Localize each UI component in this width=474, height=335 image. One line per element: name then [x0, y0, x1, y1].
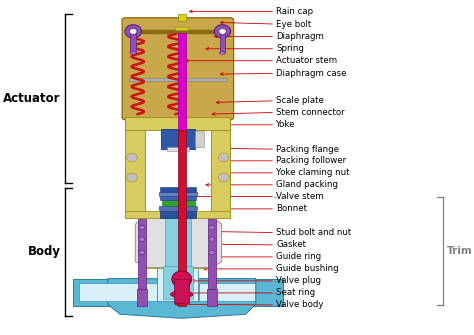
Polygon shape [135, 217, 222, 268]
Text: Eye bolt: Eye bolt [276, 19, 311, 28]
Text: Rain cap: Rain cap [276, 7, 313, 16]
Bar [144, 262, 212, 268]
Polygon shape [108, 279, 256, 318]
Ellipse shape [138, 289, 146, 292]
Ellipse shape [208, 216, 216, 219]
Bar [207, 289, 217, 306]
Bar [160, 211, 196, 218]
Ellipse shape [138, 216, 146, 219]
Text: Stem connector: Stem connector [276, 108, 345, 117]
Bar [159, 206, 197, 210]
Bar [195, 131, 204, 147]
Text: Guide bushing: Guide bushing [276, 264, 339, 273]
Text: Valve body: Valve body [276, 300, 324, 310]
Ellipse shape [219, 52, 226, 54]
Text: Gasket: Gasket [276, 241, 306, 249]
Circle shape [209, 225, 215, 230]
Circle shape [127, 173, 137, 182]
Circle shape [129, 28, 137, 35]
Ellipse shape [171, 291, 193, 297]
Circle shape [125, 25, 141, 38]
Bar [219, 31, 225, 52]
Bar [160, 196, 196, 200]
Bar [161, 129, 195, 149]
Bar [162, 200, 194, 206]
Bar [165, 217, 191, 268]
Text: Valve plug: Valve plug [276, 276, 321, 285]
Ellipse shape [208, 289, 216, 292]
Bar [126, 120, 145, 218]
Bar [137, 289, 147, 306]
Circle shape [139, 237, 145, 242]
Bar [174, 279, 189, 303]
Text: Trim: Trim [447, 246, 473, 256]
Bar [130, 31, 136, 52]
Circle shape [219, 153, 229, 162]
Text: Seat ring: Seat ring [276, 288, 316, 297]
Text: Actuator stem: Actuator stem [276, 56, 337, 65]
Circle shape [209, 237, 215, 242]
Bar [126, 211, 230, 218]
Bar [159, 192, 197, 196]
Text: Diaphragm: Diaphragm [276, 32, 324, 41]
Text: Guide ring: Guide ring [276, 252, 321, 261]
Circle shape [219, 173, 229, 182]
Bar [167, 147, 189, 151]
Bar [219, 279, 283, 306]
Bar [126, 117, 230, 130]
Circle shape [214, 25, 231, 38]
Bar [178, 14, 186, 21]
Text: Diaphragm case: Diaphragm case [276, 69, 347, 78]
Bar [210, 120, 230, 218]
Text: Stud bolt and nut: Stud bolt and nut [276, 228, 352, 237]
Bar [163, 266, 193, 299]
Bar [175, 27, 188, 30]
Ellipse shape [130, 52, 137, 54]
Text: Gland packing: Gland packing [276, 180, 338, 189]
Text: Packing flange: Packing flange [276, 145, 339, 154]
Bar [128, 78, 227, 81]
Ellipse shape [172, 271, 191, 288]
Circle shape [139, 250, 145, 255]
Bar [128, 30, 227, 34]
Circle shape [127, 153, 137, 162]
Circle shape [219, 28, 226, 35]
Bar [157, 256, 198, 301]
Bar [178, 33, 186, 130]
Bar [160, 187, 196, 192]
Text: Scale plate: Scale plate [276, 96, 324, 105]
Circle shape [209, 250, 215, 255]
Text: Body: Body [27, 245, 60, 258]
Text: Packing follower: Packing follower [276, 156, 346, 165]
Bar [73, 279, 137, 306]
Text: Actuator: Actuator [3, 92, 60, 105]
Circle shape [139, 225, 145, 230]
Text: Yoke: Yoke [276, 120, 296, 129]
Text: Yoke claming nut: Yoke claming nut [276, 169, 350, 177]
Text: Spring: Spring [276, 44, 304, 53]
Bar [79, 283, 157, 301]
Bar [208, 217, 216, 291]
Text: Bonnet: Bonnet [276, 204, 307, 213]
FancyBboxPatch shape [122, 18, 234, 120]
Bar [178, 130, 186, 306]
Text: Valve stem: Valve stem [276, 192, 324, 201]
Bar [138, 217, 146, 291]
Bar [200, 283, 255, 301]
